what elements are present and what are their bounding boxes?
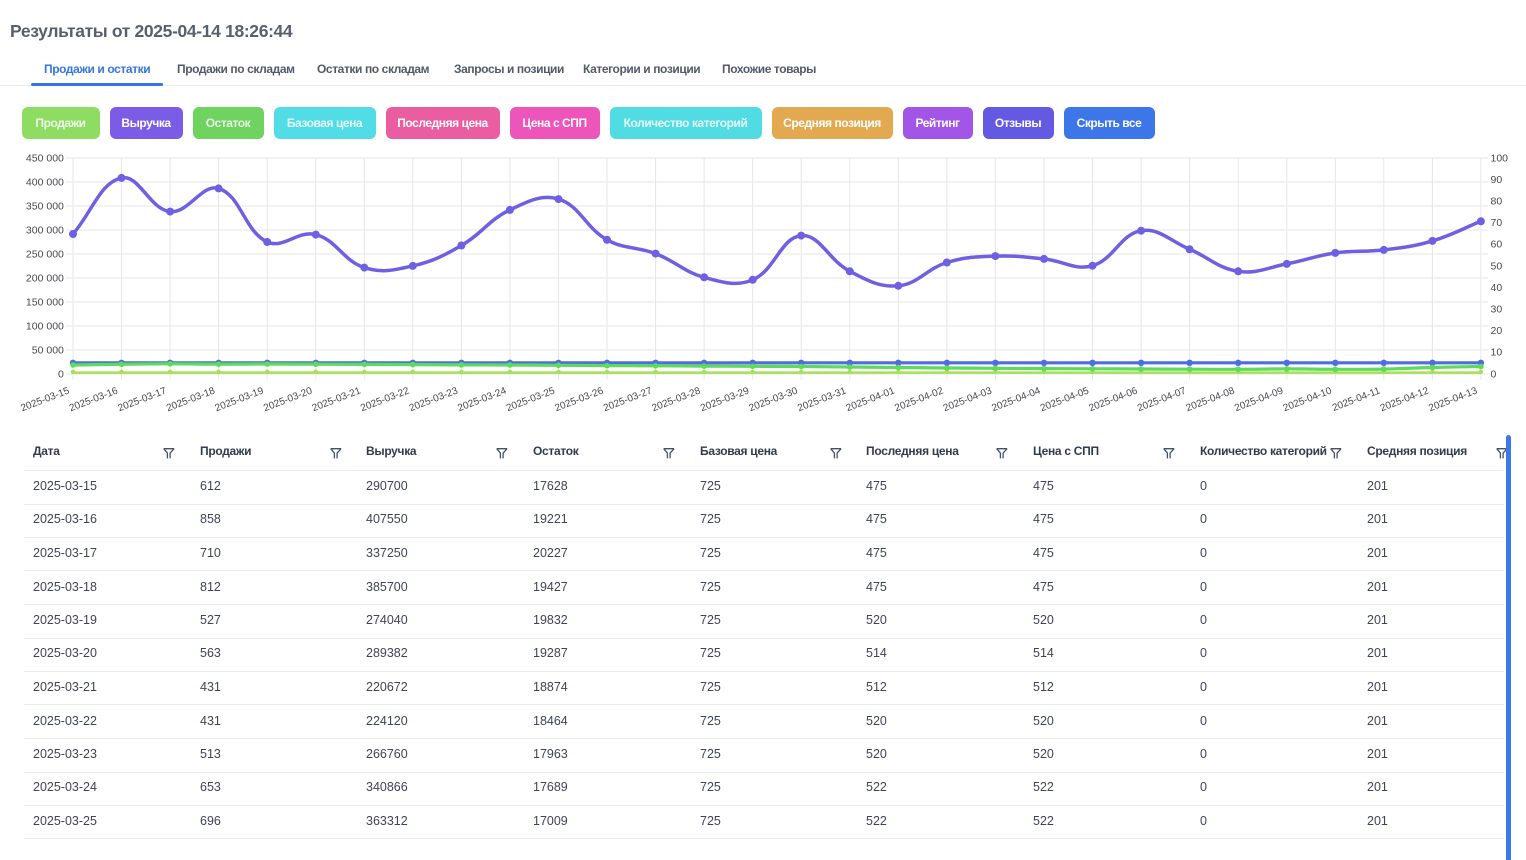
svg-text:400 000: 400 000 — [26, 176, 64, 188]
svg-text:2025-04-09: 2025-04-09 — [1233, 385, 1285, 414]
svg-text:2025-03-20: 2025-03-20 — [262, 385, 314, 414]
svg-text:2025-03-15: 2025-03-15 — [19, 385, 71, 414]
svg-text:2025-04-12: 2025-04-12 — [1379, 385, 1431, 414]
svg-text:2025-04-10: 2025-04-10 — [1282, 385, 1334, 414]
svg-text:2025-03-17: 2025-03-17 — [116, 385, 168, 414]
svg-text:2025-03-30: 2025-03-30 — [748, 385, 800, 414]
svg-text:2025-03-21: 2025-03-21 — [311, 385, 363, 414]
svg-text:2025-03-27: 2025-03-27 — [602, 385, 654, 414]
svg-text:2025-04-05: 2025-04-05 — [1039, 385, 1091, 414]
svg-text:2025-04-02: 2025-04-02 — [893, 385, 945, 414]
svg-text:350 000: 350 000 — [26, 200, 64, 212]
svg-text:2025-04-03: 2025-04-03 — [942, 385, 994, 414]
svg-text:2025-04-04: 2025-04-04 — [990, 385, 1042, 414]
svg-text:10: 10 — [1491, 347, 1503, 359]
svg-text:100 000: 100 000 — [26, 320, 64, 332]
svg-text:30: 30 — [1491, 304, 1503, 316]
svg-text:2025-04-06: 2025-04-06 — [1087, 385, 1139, 414]
svg-text:2025-03-28: 2025-03-28 — [650, 385, 702, 414]
svg-text:200 000: 200 000 — [26, 272, 64, 284]
svg-text:250 000: 250 000 — [26, 248, 64, 260]
svg-text:450 000: 450 000 — [26, 152, 64, 164]
svg-text:300 000: 300 000 — [26, 224, 64, 236]
svg-text:100: 100 — [1491, 152, 1509, 164]
svg-text:2025-03-23: 2025-03-23 — [408, 385, 460, 414]
svg-text:2025-04-11: 2025-04-11 — [1331, 385, 1382, 413]
svg-text:80: 80 — [1491, 196, 1503, 208]
svg-text:70: 70 — [1491, 217, 1503, 229]
svg-text:2025-04-07: 2025-04-07 — [1136, 385, 1188, 414]
svg-text:2025-03-24: 2025-03-24 — [456, 385, 508, 414]
svg-text:150 000: 150 000 — [26, 296, 64, 308]
svg-text:50 000: 50 000 — [32, 344, 64, 356]
svg-text:2025-03-19: 2025-03-19 — [214, 385, 266, 414]
svg-text:40: 40 — [1491, 282, 1503, 294]
svg-text:2025-03-18: 2025-03-18 — [165, 385, 217, 414]
svg-text:2025-03-31: 2025-03-31 — [796, 385, 848, 414]
svg-text:2025-04-01: 2025-04-01 — [845, 385, 897, 414]
svg-text:2025-04-13: 2025-04-13 — [1427, 385, 1479, 414]
svg-text:0: 0 — [58, 368, 64, 380]
svg-text:2025-03-22: 2025-03-22 — [359, 385, 411, 414]
svg-text:0: 0 — [1491, 368, 1497, 380]
svg-text:2025-03-25: 2025-03-25 — [505, 385, 557, 414]
svg-text:50: 50 — [1491, 260, 1503, 272]
svg-text:2025-04-08: 2025-04-08 — [1185, 385, 1237, 414]
svg-text:2025-03-16: 2025-03-16 — [68, 385, 120, 414]
svg-text:2025-03-29: 2025-03-29 — [699, 385, 751, 414]
svg-text:90: 90 — [1491, 174, 1503, 186]
svg-text:20: 20 — [1491, 325, 1503, 337]
svg-text:60: 60 — [1491, 239, 1503, 251]
svg-text:2025-03-26: 2025-03-26 — [553, 385, 605, 414]
